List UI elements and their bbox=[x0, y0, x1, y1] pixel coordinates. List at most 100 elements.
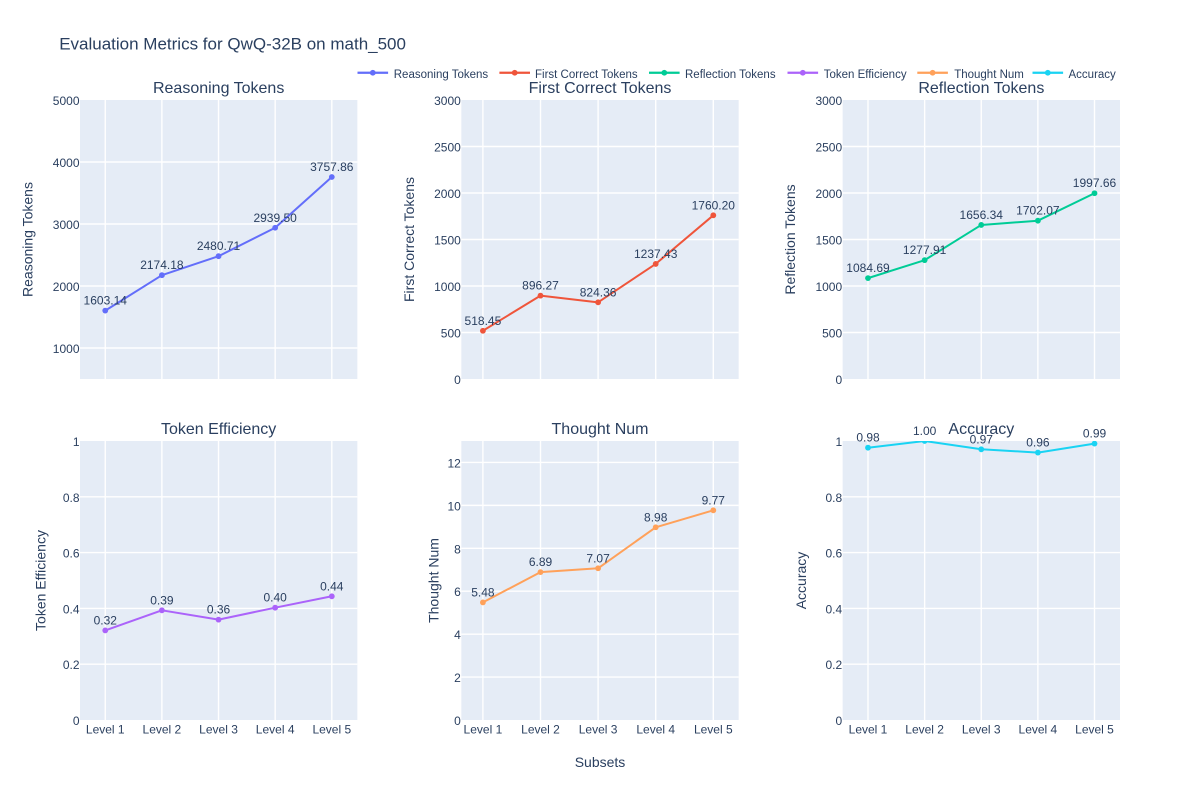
svg-text:Accuracy: Accuracy bbox=[1069, 69, 1117, 81]
svg-text:Thought Num: Thought Num bbox=[426, 538, 442, 623]
svg-text:500: 500 bbox=[441, 327, 461, 341]
svg-text:5000: 5000 bbox=[53, 94, 80, 108]
svg-text:500: 500 bbox=[822, 327, 842, 341]
svg-text:Level 3: Level 3 bbox=[199, 722, 238, 736]
svg-text:2500: 2500 bbox=[815, 141, 842, 155]
svg-text:0.96: 0.96 bbox=[1026, 436, 1050, 450]
svg-text:Level 2: Level 2 bbox=[521, 722, 560, 736]
svg-text:0.44: 0.44 bbox=[320, 579, 344, 593]
svg-text:Reflection Tokens: Reflection Tokens bbox=[918, 80, 1044, 97]
svg-text:1656.34: 1656.34 bbox=[960, 208, 1004, 222]
svg-text:2: 2 bbox=[454, 671, 461, 685]
svg-text:0.39: 0.39 bbox=[150, 593, 174, 607]
svg-text:1277.91: 1277.91 bbox=[903, 243, 947, 257]
svg-text:Level 1: Level 1 bbox=[86, 722, 125, 736]
svg-text:0.4: 0.4 bbox=[825, 602, 842, 616]
svg-text:824.36: 824.36 bbox=[580, 285, 617, 299]
svg-text:7.07: 7.07 bbox=[586, 551, 610, 565]
svg-text:Thought Num: Thought Num bbox=[552, 421, 649, 438]
svg-text:1084.69: 1084.69 bbox=[846, 261, 890, 275]
svg-text:1500: 1500 bbox=[815, 234, 842, 248]
svg-text:Evaluation Metrics for QwQ-32B: Evaluation Metrics for QwQ-32B on math_5… bbox=[59, 35, 406, 54]
svg-text:0: 0 bbox=[454, 373, 461, 387]
svg-text:1603.14: 1603.14 bbox=[84, 294, 128, 308]
svg-text:0.2: 0.2 bbox=[825, 658, 842, 672]
svg-text:Accuracy: Accuracy bbox=[793, 552, 809, 610]
svg-text:2939.50: 2939.50 bbox=[253, 211, 297, 225]
svg-text:Reasoning Tokens: Reasoning Tokens bbox=[394, 69, 489, 81]
svg-text:Level 2: Level 2 bbox=[905, 722, 944, 736]
svg-text:1.00: 1.00 bbox=[913, 424, 937, 438]
svg-text:1: 1 bbox=[73, 435, 80, 449]
svg-text:2000: 2000 bbox=[815, 187, 842, 201]
svg-text:Level 1: Level 1 bbox=[464, 722, 503, 736]
svg-text:0.97: 0.97 bbox=[970, 432, 994, 446]
svg-text:1997.66: 1997.66 bbox=[1073, 176, 1117, 190]
svg-text:0: 0 bbox=[835, 714, 842, 728]
svg-text:Level 1: Level 1 bbox=[849, 722, 888, 736]
svg-text:9.77: 9.77 bbox=[702, 493, 726, 507]
svg-text:Reflection Tokens: Reflection Tokens bbox=[782, 184, 798, 294]
svg-text:Accuracy: Accuracy bbox=[948, 421, 1014, 438]
svg-text:0.4: 0.4 bbox=[63, 602, 80, 616]
svg-text:Reasoning Tokens: Reasoning Tokens bbox=[153, 80, 284, 97]
svg-text:2500: 2500 bbox=[434, 141, 461, 155]
svg-text:1760.20: 1760.20 bbox=[692, 198, 736, 212]
svg-text:0.36: 0.36 bbox=[207, 603, 231, 617]
svg-text:Token Efficiency: Token Efficiency bbox=[824, 69, 907, 81]
svg-text:0.32: 0.32 bbox=[94, 613, 118, 627]
svg-text:Reasoning Tokens: Reasoning Tokens bbox=[20, 182, 36, 297]
svg-text:1500: 1500 bbox=[434, 234, 461, 248]
svg-text:0: 0 bbox=[454, 714, 461, 728]
svg-text:10: 10 bbox=[447, 499, 461, 513]
svg-text:4000: 4000 bbox=[53, 156, 80, 170]
svg-text:1000: 1000 bbox=[815, 280, 842, 294]
svg-text:3000: 3000 bbox=[53, 218, 80, 232]
svg-text:First Correct Tokens: First Correct Tokens bbox=[535, 69, 638, 81]
svg-text:0.40: 0.40 bbox=[263, 591, 287, 605]
svg-text:Level 5: Level 5 bbox=[312, 722, 351, 736]
svg-text:Thought Num: Thought Num bbox=[954, 69, 1024, 81]
svg-text:0.6: 0.6 bbox=[63, 547, 80, 561]
svg-text:2480.71: 2480.71 bbox=[197, 239, 241, 253]
svg-text:First Correct Tokens: First Correct Tokens bbox=[401, 177, 417, 302]
svg-text:Level 5: Level 5 bbox=[694, 722, 733, 736]
svg-text:0: 0 bbox=[73, 714, 80, 728]
svg-text:First Correct Tokens: First Correct Tokens bbox=[529, 80, 672, 97]
svg-text:2174.18: 2174.18 bbox=[140, 258, 184, 272]
svg-text:1702.07: 1702.07 bbox=[1016, 204, 1060, 218]
svg-text:518.45: 518.45 bbox=[465, 314, 502, 328]
svg-text:0.98: 0.98 bbox=[856, 431, 880, 445]
svg-text:4: 4 bbox=[454, 628, 461, 642]
svg-text:6: 6 bbox=[454, 585, 461, 599]
svg-text:8.98: 8.98 bbox=[644, 510, 668, 524]
svg-text:5.48: 5.48 bbox=[471, 585, 495, 599]
svg-text:Level 2: Level 2 bbox=[143, 722, 182, 736]
svg-text:Level 4: Level 4 bbox=[256, 722, 295, 736]
svg-text:Level 3: Level 3 bbox=[579, 722, 618, 736]
svg-text:896.27: 896.27 bbox=[522, 279, 559, 293]
svg-text:12: 12 bbox=[447, 456, 461, 470]
svg-text:Level 4: Level 4 bbox=[636, 722, 675, 736]
svg-text:Reflection Tokens: Reflection Tokens bbox=[685, 69, 776, 81]
svg-text:Subsets: Subsets bbox=[575, 754, 626, 770]
svg-text:1000: 1000 bbox=[53, 342, 80, 356]
svg-text:3000: 3000 bbox=[815, 94, 842, 108]
svg-text:2000: 2000 bbox=[434, 187, 461, 201]
svg-text:3000: 3000 bbox=[434, 94, 461, 108]
svg-text:Token Efficiency: Token Efficiency bbox=[161, 421, 276, 438]
svg-text:1237.43: 1237.43 bbox=[634, 247, 678, 261]
svg-text:0.8: 0.8 bbox=[63, 491, 80, 505]
svg-text:Token Efficiency: Token Efficiency bbox=[33, 530, 49, 631]
svg-text:0.99: 0.99 bbox=[1083, 427, 1107, 441]
svg-text:0.6: 0.6 bbox=[825, 547, 842, 561]
svg-text:2000: 2000 bbox=[53, 280, 80, 294]
svg-text:8: 8 bbox=[454, 542, 461, 556]
svg-text:Level 4: Level 4 bbox=[1019, 722, 1058, 736]
svg-text:3757.86: 3757.86 bbox=[310, 160, 354, 174]
svg-text:1000: 1000 bbox=[434, 280, 461, 294]
svg-text:0.8: 0.8 bbox=[825, 491, 842, 505]
svg-text:0: 0 bbox=[835, 373, 842, 387]
svg-text:Level 3: Level 3 bbox=[962, 722, 1001, 736]
svg-text:0.2: 0.2 bbox=[63, 658, 80, 672]
